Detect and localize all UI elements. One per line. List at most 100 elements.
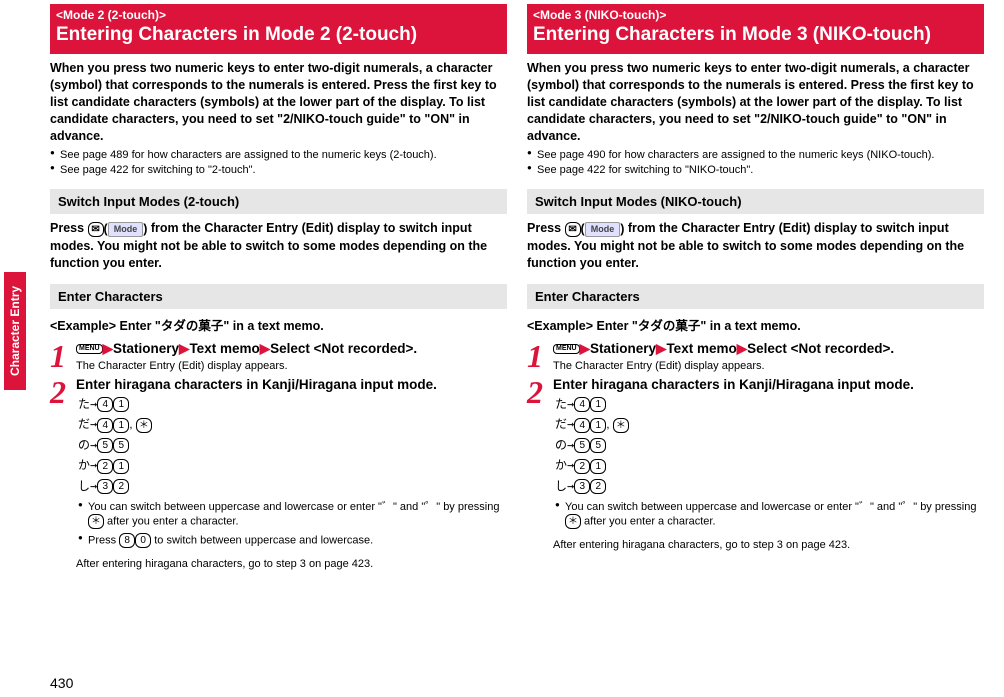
jp-char: し→ <box>555 479 574 493</box>
menu-key-icon: MENU <box>76 344 103 354</box>
jp-char: だ→ <box>555 417 574 431</box>
menu-key-icon: MENU <box>553 344 580 354</box>
step-part: Stationery <box>590 341 656 356</box>
num-key-icon: 4 <box>574 397 590 412</box>
step-title: MENU▶Stationery▶Text memo▶Select <Not re… <box>553 340 984 358</box>
step-part: Text memo <box>666 341 736 356</box>
num-key-icon: 1 <box>113 397 129 412</box>
step-title: Enter hiragana characters in Kanji/Hirag… <box>76 376 507 394</box>
example-text: <Example> Enter "タダの菓子" in a text memo. <box>50 315 507 334</box>
star-key-icon: ＊ <box>613 418 629 433</box>
key-row: だ→41, ＊ <box>78 414 507 434</box>
jp-char: た→ <box>555 397 574 411</box>
step-body: MENU▶Stationery▶Text memo▶Select <Not re… <box>553 340 984 372</box>
arrow-icon: ▶ <box>179 341 189 356</box>
key-row: の→55 <box>555 435 984 455</box>
left-column: <Mode 2 (2-touch)> Entering Characters i… <box>50 4 507 574</box>
num-key-icon: 0 <box>135 533 151 548</box>
banner-small: <Mode 3 (NIKO-touch)> <box>533 8 978 22</box>
num-key-icon: 3 <box>97 479 113 494</box>
key-combo: ✉(Mode) <box>88 221 148 238</box>
mail-key-icon: ✉ <box>565 222 581 237</box>
example-text: <Example> Enter "タダの菓子" in a text memo. <box>527 315 984 334</box>
intro-text: When you press two numeric keys to enter… <box>527 60 984 144</box>
step-body: MENU▶Stationery▶Text memo▶Select <Not re… <box>76 340 507 372</box>
step-number: 1 <box>527 340 547 372</box>
sb-text: after you enter a character. <box>581 516 716 528</box>
step-number: 1 <box>50 340 70 372</box>
step-part: Stationery <box>113 341 179 356</box>
num-key-icon: 1 <box>590 459 606 474</box>
para-text: Press <box>50 221 88 235</box>
bullet: See page 422 for switching to "NIKO-touc… <box>527 163 984 177</box>
step-title: Enter hiragana characters in Kanji/Hirag… <box>553 376 984 394</box>
key-row: か→21 <box>78 455 507 475</box>
star-key-icon: ＊ <box>136 418 152 433</box>
right-column: <Mode 3 (NIKO-touch)> Entering Character… <box>527 4 984 574</box>
bullet: See page 489 for how characters are assi… <box>50 148 507 162</box>
jp-char: し→ <box>78 479 97 493</box>
num-key-icon: 2 <box>590 479 606 494</box>
key-row: の→55 <box>78 435 507 455</box>
bullet: See page 422 for switching to "2-touch". <box>50 163 507 177</box>
key-row: し→32 <box>555 476 984 496</box>
step-body: Enter hiragana characters in Kanji/Hirag… <box>553 376 984 551</box>
step-body: Enter hiragana characters in Kanji/Hirag… <box>76 376 507 570</box>
arrow-icon: ▶ <box>737 341 747 356</box>
banner-mode2: <Mode 2 (2-touch)> Entering Characters i… <box>50 4 507 54</box>
bullets: See page 490 for how characters are assi… <box>527 148 984 177</box>
bullet: See page 490 for how characters are assi… <box>527 148 984 162</box>
mode-key-icon: Mode <box>585 222 621 236</box>
num-key-icon: 5 <box>590 438 606 453</box>
num-key-icon: 5 <box>113 438 129 453</box>
star-key-icon: ＊ <box>88 514 104 529</box>
num-key-icon: 1 <box>590 397 606 412</box>
sub-bullet: You can switch between uppercase and low… <box>76 500 507 529</box>
after-text: After entering hiragana characters, go t… <box>553 539 984 551</box>
jp-char: か→ <box>555 458 574 472</box>
key-row: か→21 <box>555 455 984 475</box>
sb-text: You can switch between uppercase and low… <box>88 501 499 513</box>
key-row: た→41 <box>555 394 984 414</box>
step-number: 2 <box>50 376 70 570</box>
step-number: 2 <box>527 376 547 551</box>
num-key-icon: 2 <box>574 459 590 474</box>
section-header: Switch Input Modes (2-touch) <box>50 189 507 214</box>
section-header: Switch Input Modes (NIKO-touch) <box>527 189 984 214</box>
num-key-icon: 1 <box>113 459 129 474</box>
sb-text: You can switch between uppercase and low… <box>565 501 976 513</box>
banner-small: <Mode 2 (2-touch)> <box>56 8 501 22</box>
sb-text: after you enter a character. <box>104 516 239 528</box>
num-key-icon: 5 <box>574 438 590 453</box>
step-part: Select <Not recorded>. <box>747 341 894 356</box>
jp-char: だ→ <box>78 417 97 431</box>
switch-modes-para: Press ✉(Mode) from the Character Entry (… <box>50 220 507 272</box>
step-title: MENU▶Stationery▶Text memo▶Select <Not re… <box>76 340 507 358</box>
step-part: Text memo <box>189 341 259 356</box>
mail-key-icon: ✉ <box>88 222 104 237</box>
step-1: 1 MENU▶Stationery▶Text memo▶Select <Not … <box>50 340 507 372</box>
banner-big: Entering Characters in Mode 3 (NIKO-touc… <box>533 24 978 46</box>
num-key-icon: 4 <box>574 418 590 433</box>
arrow-icon: ▶ <box>656 341 666 356</box>
arrow-icon: ▶ <box>103 341 113 356</box>
sub-bullet: Press 80 to switch between uppercase and… <box>76 533 507 548</box>
step-sub: The Character Entry (Edit) display appea… <box>76 360 507 372</box>
key-row: た→41 <box>78 394 507 414</box>
banner-mode3: <Mode 3 (NIKO-touch)> Entering Character… <box>527 4 984 54</box>
arrow-icon: ▶ <box>580 341 590 356</box>
arrow-icon: ▶ <box>260 341 270 356</box>
step-2: 2 Enter hiragana characters in Kanji/Hir… <box>50 376 507 570</box>
mode-key-icon: Mode <box>108 222 144 236</box>
jp-char: た→ <box>78 397 97 411</box>
page-number: 430 <box>50 675 73 691</box>
para-text: Press <box>527 221 565 235</box>
num-key-icon: 8 <box>119 533 135 548</box>
page: <Mode 2 (2-touch)> Entering Characters i… <box>0 0 1004 584</box>
section-header: Enter Characters <box>527 284 984 309</box>
key-row: し→32 <box>78 476 507 496</box>
switch-modes-para: Press ✉(Mode) from the Character Entry (… <box>527 220 984 272</box>
star-key-icon: ＊ <box>565 514 581 529</box>
sb-text: to switch between uppercase and lowercas… <box>151 535 373 547</box>
jp-char: の→ <box>78 438 97 452</box>
